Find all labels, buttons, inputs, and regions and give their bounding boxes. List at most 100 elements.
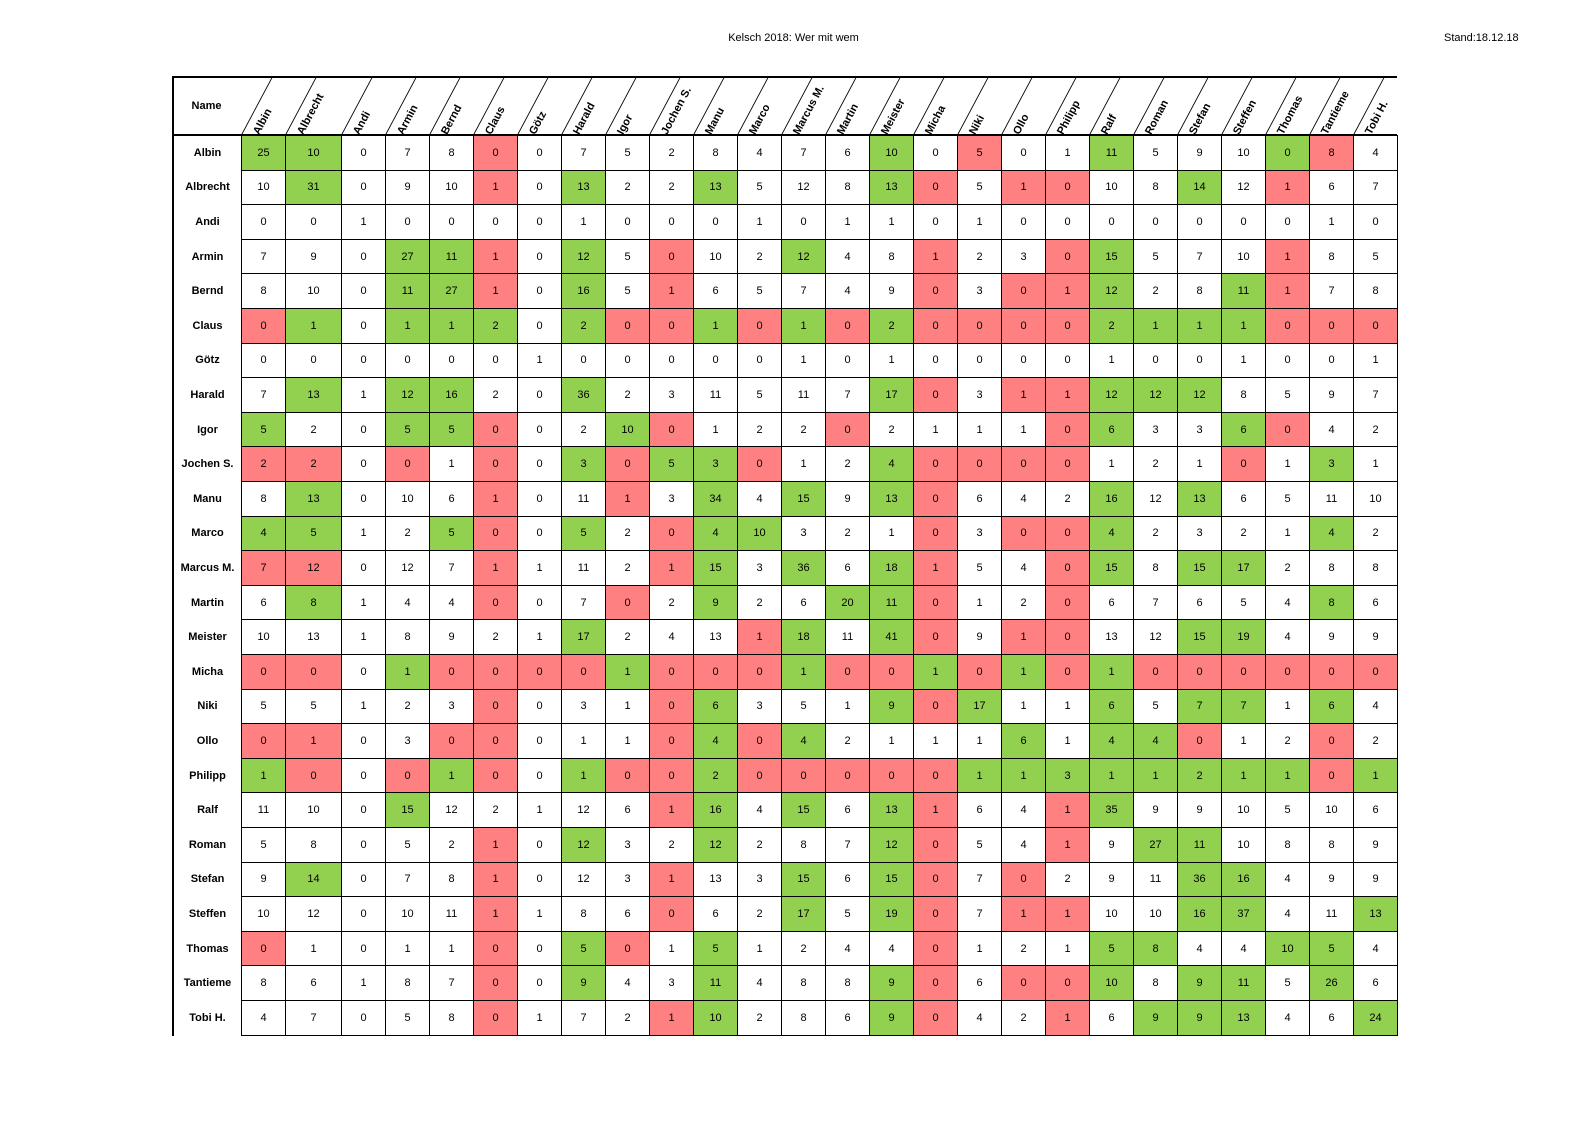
matrix-cell: 6 xyxy=(825,792,870,828)
matrix-cell: 8 xyxy=(241,965,286,1001)
matrix-cell: 0 xyxy=(913,446,958,482)
matrix-cell: 0 xyxy=(1045,619,1090,655)
matrix-cell: 0 xyxy=(473,688,518,725)
matrix-cell: 12 xyxy=(1089,273,1134,309)
matrix-cell: 11 xyxy=(1221,965,1266,1001)
matrix-cell: 0 xyxy=(1045,965,1090,1001)
matrix-cell: 7 xyxy=(1177,688,1222,725)
row-header: Claus xyxy=(172,308,242,344)
matrix-cell: 27 xyxy=(429,273,474,309)
matrix-cell: 0 xyxy=(341,308,386,344)
matrix-cell: 2 xyxy=(649,827,694,863)
matrix-cell: 2 xyxy=(605,550,650,586)
matrix-cell: 7 xyxy=(241,377,286,413)
matrix-cell: 0 xyxy=(473,757,518,794)
matrix-cell: 12 xyxy=(693,827,738,863)
matrix-cell: 0 xyxy=(341,930,386,967)
matrix-cell: 1 xyxy=(473,896,518,932)
matrix-cell: 12 xyxy=(781,169,826,206)
matrix-cell: 5 xyxy=(781,688,826,725)
matrix-cell: 3 xyxy=(1133,411,1178,448)
matrix-cell: 8 xyxy=(1177,273,1222,309)
matrix-cell: 1 xyxy=(1045,723,1090,759)
matrix-cell: 0 xyxy=(517,584,562,621)
matrix-cell: 11 xyxy=(385,273,430,309)
column-header: Götz xyxy=(527,109,550,137)
matrix-cell: 2 xyxy=(649,584,694,621)
matrix-cell: 9 xyxy=(1089,827,1134,863)
matrix-cell: 13 xyxy=(285,481,342,517)
matrix-cell: 2 xyxy=(1001,584,1046,621)
matrix-cell: 12 xyxy=(561,861,606,898)
matrix-cell: 1 xyxy=(1089,654,1134,690)
matrix-cell: 1 xyxy=(385,654,430,690)
matrix-cell: 34 xyxy=(693,481,738,517)
matrix-cell: 1 xyxy=(869,515,914,552)
matrix-cell: 2 xyxy=(1133,446,1178,482)
matrix-cell: 1 xyxy=(1001,896,1046,932)
matrix-cell: 0 xyxy=(605,308,650,344)
matrix-cell: 0 xyxy=(1133,204,1178,240)
matrix-cell: 0 xyxy=(913,342,958,379)
matrix-cell: 1 xyxy=(385,308,430,344)
matrix-cell: 0 xyxy=(1177,723,1222,759)
matrix-cell: 1 xyxy=(1265,169,1310,206)
matrix-cell: 1 xyxy=(1353,757,1398,794)
matrix-cell: 0 xyxy=(1001,308,1046,344)
matrix-cell: 5 xyxy=(241,827,286,863)
matrix-cell: 8 xyxy=(385,619,430,655)
matrix-cell: 0 xyxy=(517,204,562,240)
matrix-cell: 0 xyxy=(473,654,518,690)
matrix-cell: 4 xyxy=(1177,930,1222,967)
matrix-cell: 0 xyxy=(1265,135,1310,171)
matrix-cell: 1 xyxy=(429,930,474,967)
matrix-cell: 1 xyxy=(781,446,826,482)
matrix-cell: 9 xyxy=(241,861,286,898)
matrix-cell: 0 xyxy=(473,1000,518,1036)
matrix-cell: 3 xyxy=(737,550,782,586)
matrix-cell: 18 xyxy=(869,550,914,586)
matrix-cell: 1 xyxy=(825,204,870,240)
matrix-cell: 16 xyxy=(1177,896,1222,932)
matrix-cell: 0 xyxy=(341,861,386,898)
matrix-cell: 10 xyxy=(1133,896,1178,932)
matrix-cell: 27 xyxy=(1133,827,1178,863)
matrix-cell: 0 xyxy=(737,654,782,690)
matrix-cell: 0 xyxy=(913,688,958,725)
matrix-cell: 2 xyxy=(869,411,914,448)
matrix-cell: 12 xyxy=(561,792,606,828)
matrix-cell: 17 xyxy=(561,619,606,655)
matrix-cell: 8 xyxy=(781,1000,826,1036)
matrix-cell: 4 xyxy=(825,273,870,309)
matrix-cell: 1 xyxy=(957,411,1002,448)
matrix-cell: 5 xyxy=(385,1000,430,1036)
matrix-cell: 11 xyxy=(1133,861,1178,898)
matrix-cell: 9 xyxy=(1177,792,1222,828)
matrix-cell: 1 xyxy=(913,550,958,586)
matrix-cell: 4 xyxy=(957,1000,1002,1036)
matrix-cell: 13 xyxy=(285,619,342,655)
matrix-cell: 0 xyxy=(913,377,958,413)
matrix-cell: 5 xyxy=(957,550,1002,586)
matrix-cell: 0 xyxy=(1001,965,1046,1001)
matrix-cell: 7 xyxy=(429,550,474,586)
matrix-cell: 0 xyxy=(1045,308,1090,344)
matrix-cell: 1 xyxy=(1221,342,1266,379)
matrix-cell: 15 xyxy=(1177,550,1222,586)
matrix-cell: 1 xyxy=(285,930,342,967)
matrix-cell: 4 xyxy=(1089,723,1134,759)
matrix-cell: 0 xyxy=(285,654,342,690)
column-header: Roman xyxy=(1143,98,1172,137)
matrix-cell: 8 xyxy=(285,827,342,863)
matrix-cell: 1 xyxy=(1265,757,1310,794)
matrix-cell: 1 xyxy=(605,688,650,725)
matrix-cell: 1 xyxy=(341,377,386,413)
matrix-cell: 6 xyxy=(825,1000,870,1036)
matrix-cell: 2 xyxy=(737,896,782,932)
matrix-cell: 5 xyxy=(429,515,474,552)
matrix-cell: 1 xyxy=(1221,308,1266,344)
matrix-cell: 1 xyxy=(341,688,386,725)
matrix-cell: 11 xyxy=(1089,135,1134,171)
matrix-cell: 9 xyxy=(429,619,474,655)
matrix-cell: 1 xyxy=(869,723,914,759)
